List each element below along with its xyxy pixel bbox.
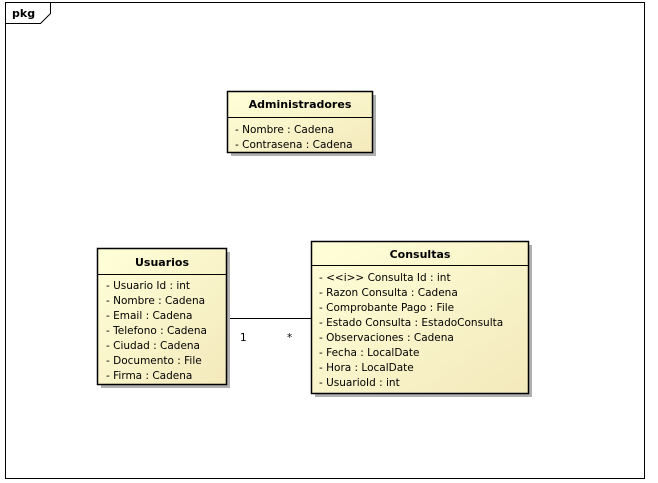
association-usuarios-consultas[interactable]: 1 * (228, 318, 311, 345)
class-consultas[interactable]: Consultas - <<i>> Consulta Id : int - Ra… (310, 240, 533, 398)
class-attribute: - Observaciones : Cadena (319, 332, 454, 344)
class-attribute: - Firma : Cadena (106, 370, 192, 382)
class-attribute: - Razon Consulta : Cadena (319, 287, 458, 299)
class-attribute: - Usuario Id : int (106, 280, 190, 292)
class-box[interactable] (96, 247, 228, 386)
class-name: Administradores (249, 98, 352, 111)
package-tab-border (5, 2, 51, 24)
class-attribute: - Comprobante Pago : File (319, 302, 454, 314)
class-attribute: - Nombre : Cadena (106, 295, 205, 307)
class-attribute: - Contrasena : Cadena (235, 139, 353, 151)
class-usuarios[interactable]: Usuarios - Usuario Id : int - Nombre : C… (96, 247, 231, 389)
class-attribute: - Estado Consulta : EstadoConsulta (319, 317, 503, 329)
class-box[interactable] (310, 240, 530, 395)
class-attribute: - Nombre : Cadena (235, 124, 334, 136)
class-attribute: - Email : Cadena (106, 310, 192, 322)
class-attribute: - Documento : File (106, 355, 202, 367)
class-box[interactable] (226, 90, 374, 154)
multiplicity-consultas: * (287, 332, 292, 344)
class-attribute: - Telefono : Cadena (106, 325, 207, 337)
class-attribute: - Fecha : LocalDate (319, 347, 419, 359)
package-frame-border (5, 2, 645, 479)
package-frame: pkg (5, 2, 645, 479)
class-attribute: - Ciudad : Cadena (106, 340, 200, 352)
class-name: Consultas (390, 248, 451, 261)
package-label: pkg (12, 7, 35, 20)
class-name: Usuarios (135, 256, 189, 269)
class-attribute: - Hora : LocalDate (319, 362, 414, 374)
multiplicity-usuarios: 1 (240, 332, 247, 344)
class-attribute: - UsuarioId : int (319, 377, 400, 389)
class-attribute: - <<i>> Consulta Id : int (319, 272, 451, 284)
class-administradores[interactable]: Administradores - Nombre : Cadena - Cont… (226, 90, 377, 157)
